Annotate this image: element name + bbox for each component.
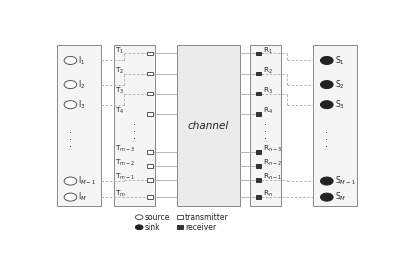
Bar: [147, 52, 153, 55]
Bar: [256, 164, 261, 168]
Text: ·: ·: [264, 127, 267, 137]
Text: sink: sink: [145, 223, 160, 232]
Circle shape: [320, 101, 333, 109]
Text: ·: ·: [325, 142, 328, 152]
Text: T$_2$: T$_2$: [115, 66, 125, 76]
Text: source: source: [145, 213, 170, 222]
Bar: [177, 226, 183, 229]
Circle shape: [320, 81, 333, 88]
Circle shape: [136, 225, 143, 230]
Text: I$_1$: I$_1$: [78, 54, 85, 67]
Text: T$_{m-3}$: T$_{m-3}$: [115, 144, 136, 154]
Text: S$_M$: S$_M$: [335, 191, 346, 203]
Text: T$_m$: T$_m$: [115, 189, 126, 199]
Bar: [256, 92, 261, 96]
Text: R$_2$: R$_2$: [263, 66, 272, 76]
Bar: [147, 92, 153, 96]
Circle shape: [64, 56, 77, 64]
Text: receiver: receiver: [185, 223, 217, 232]
Circle shape: [64, 81, 77, 88]
Text: R$_3$: R$_3$: [263, 86, 272, 96]
Bar: [147, 195, 153, 199]
Text: R$_n$: R$_n$: [263, 189, 272, 199]
Text: I$_3$: I$_3$: [78, 98, 85, 111]
Bar: [249, 45, 281, 206]
Text: channel: channel: [188, 121, 229, 131]
Circle shape: [64, 177, 77, 185]
Text: transmitter: transmitter: [185, 213, 229, 222]
Text: ·: ·: [133, 134, 136, 144]
Text: ·: ·: [69, 135, 72, 145]
Text: ·: ·: [264, 134, 267, 144]
Text: ·: ·: [325, 128, 328, 138]
Text: S$_3$: S$_3$: [335, 98, 345, 111]
Circle shape: [320, 193, 333, 201]
Text: S$_1$: S$_1$: [335, 54, 344, 67]
Text: ·: ·: [264, 120, 267, 130]
Text: T$_3$: T$_3$: [115, 86, 125, 96]
Bar: [177, 45, 240, 206]
Text: S$_{M-1}$: S$_{M-1}$: [335, 175, 356, 187]
Text: R$_{n-1}$: R$_{n-1}$: [263, 172, 282, 182]
Text: R$_{n-3}$: R$_{n-3}$: [263, 144, 282, 154]
Text: I$_2$: I$_2$: [78, 78, 85, 91]
Bar: [256, 195, 261, 199]
Bar: [256, 72, 261, 75]
Bar: [147, 164, 153, 168]
Text: R$_1$: R$_1$: [263, 45, 272, 56]
Bar: [256, 150, 261, 154]
Bar: [177, 215, 183, 219]
Text: T$_1$: T$_1$: [115, 45, 125, 56]
Text: T$_{m-2}$: T$_{m-2}$: [115, 158, 136, 168]
Text: S$_2$: S$_2$: [335, 78, 344, 91]
Text: I$_M$: I$_M$: [78, 191, 87, 203]
Bar: [147, 112, 153, 116]
Text: ·: ·: [69, 128, 72, 138]
Bar: [114, 45, 155, 206]
Text: I$_{M-1}$: I$_{M-1}$: [78, 175, 97, 187]
Bar: [256, 112, 261, 116]
Circle shape: [64, 193, 77, 201]
Bar: [147, 150, 153, 154]
Text: ·: ·: [69, 142, 72, 152]
Text: R$_4$: R$_4$: [263, 106, 273, 116]
Text: R$_{n-2}$: R$_{n-2}$: [263, 158, 282, 168]
Bar: [256, 178, 261, 182]
Bar: [147, 178, 153, 182]
Bar: [256, 52, 261, 55]
Circle shape: [64, 101, 77, 109]
Bar: [313, 45, 357, 206]
Circle shape: [136, 215, 143, 220]
Text: T$_{m-1}$: T$_{m-1}$: [115, 172, 136, 182]
Text: ·: ·: [325, 135, 328, 145]
Bar: [147, 72, 153, 75]
Circle shape: [320, 177, 333, 185]
Text: ·: ·: [133, 127, 136, 137]
Text: ·: ·: [133, 120, 136, 130]
Text: T$_4$: T$_4$: [115, 106, 125, 116]
Bar: [57, 45, 101, 206]
Circle shape: [320, 56, 333, 64]
